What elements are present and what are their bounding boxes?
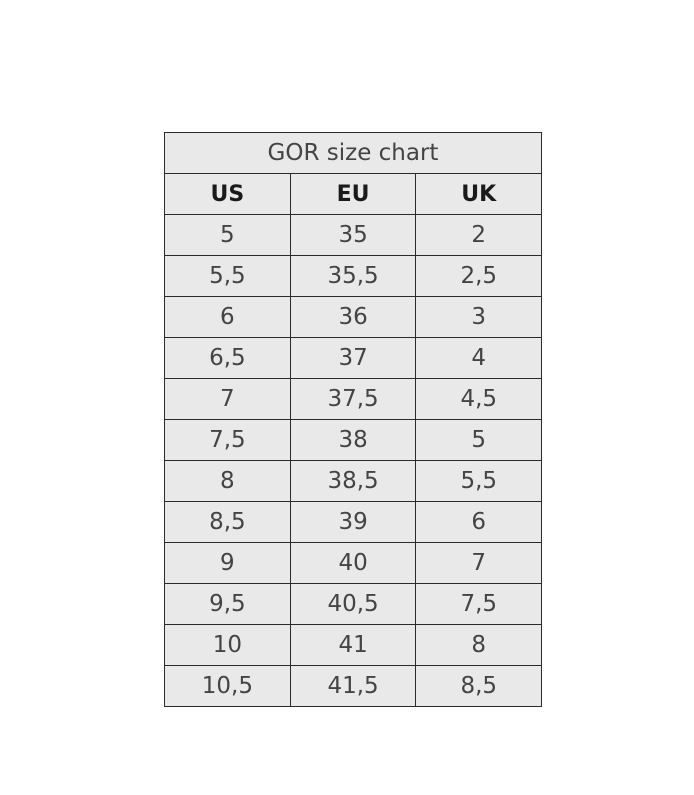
table-row: 9 40 7	[164, 542, 542, 584]
header-us: US	[164, 173, 291, 215]
header-uk: UK	[415, 173, 542, 215]
cell-us: 5	[164, 214, 291, 256]
cell-eu: 41,5	[289, 665, 417, 707]
cell-eu: 38	[289, 419, 417, 461]
table-row: 9,5 40,5 7,5	[164, 583, 542, 625]
table-row: 8 38,5 5,5	[164, 460, 542, 502]
table-row: 8,5 39 6	[164, 501, 542, 543]
cell-eu: 40,5	[289, 583, 417, 625]
cell-us: 10,5	[164, 665, 291, 707]
cell-us: 5,5	[164, 255, 291, 297]
cell-eu: 37,5	[289, 378, 417, 420]
size-chart-table: GOR size chart US EU UK 5 35 2 5,5 35,5 2,5 6 3…	[164, 132, 542, 707]
cell-uk: 5	[415, 419, 542, 461]
cell-eu: 36	[289, 296, 417, 338]
table-row: 10 41 8	[164, 624, 542, 666]
table-row: 6 36 3	[164, 296, 542, 338]
cell-eu: 39	[289, 501, 417, 543]
cell-us: 10	[164, 624, 291, 666]
cell-uk: 7	[415, 542, 542, 584]
cell-uk: 8,5	[415, 665, 542, 707]
cell-us: 9,5	[164, 583, 291, 625]
cell-uk: 4,5	[415, 378, 542, 420]
cell-us: 9	[164, 542, 291, 584]
cell-eu: 40	[289, 542, 417, 584]
cell-uk: 5,5	[415, 460, 542, 502]
cell-us: 6,5	[164, 337, 291, 379]
cell-us: 8,5	[164, 501, 291, 543]
table-row: 6,5 37 4	[164, 337, 542, 379]
cell-us: 6	[164, 296, 291, 338]
table-row: 7,5 38 5	[164, 419, 542, 461]
header-eu: EU	[289, 173, 417, 215]
cell-eu: 35,5	[289, 255, 417, 297]
cell-uk: 6	[415, 501, 542, 543]
table-row: 5 35 2	[164, 214, 542, 256]
cell-uk: 3	[415, 296, 542, 338]
cell-eu: 37	[289, 337, 417, 379]
size-chart: GOR size chart US EU UK 5 35 2 5,5 35,5 2,5 6 3…	[164, 132, 542, 707]
cell-eu: 41	[289, 624, 417, 666]
header-row: US EU UK	[164, 173, 542, 215]
cell-uk: 7,5	[415, 583, 542, 625]
cell-uk: 8	[415, 624, 542, 666]
cell-uk: 2	[415, 214, 542, 256]
table-row: 10,5 41,5 8,5	[164, 665, 542, 707]
cell-eu: 35	[289, 214, 417, 256]
cell-eu: 38,5	[289, 460, 417, 502]
cell-uk: 4	[415, 337, 542, 379]
cell-us: 8	[164, 460, 291, 502]
cell-uk: 2,5	[415, 255, 542, 297]
title-row: GOR size chart	[164, 132, 542, 174]
table-title: GOR size chart	[164, 132, 542, 174]
table-row: 5,5 35,5 2,5	[164, 255, 542, 297]
table-row: 7 37,5 4,5	[164, 378, 542, 420]
cell-us: 7	[164, 378, 291, 420]
cell-us: 7,5	[164, 419, 291, 461]
